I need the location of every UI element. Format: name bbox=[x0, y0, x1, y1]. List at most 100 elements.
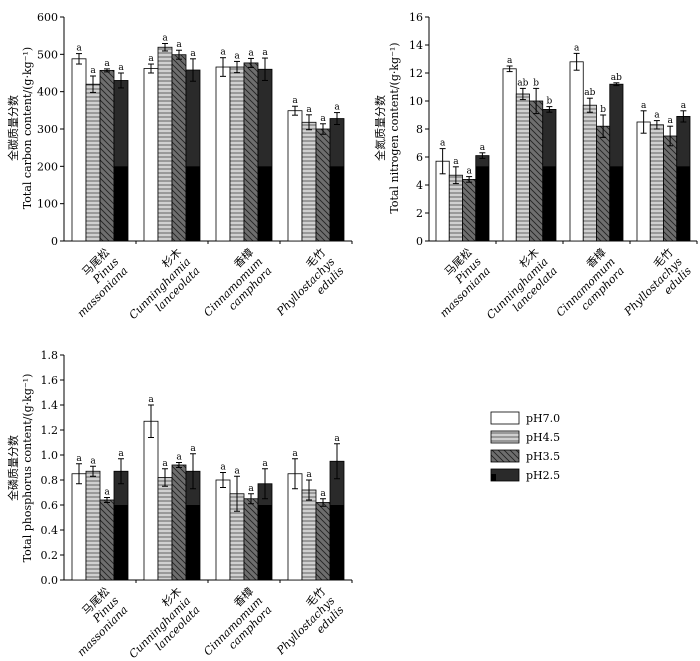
nitrogen-significance-label: b bbox=[546, 97, 552, 107]
nitrogen-ytick-label: 8 bbox=[416, 123, 423, 136]
nitrogen-significance-label: b bbox=[533, 78, 539, 88]
nitrogen-bar-ph45 bbox=[582, 104, 597, 242]
nitrogen-ytick-label: 12 bbox=[409, 67, 423, 80]
phosphorus-significance-label: a bbox=[190, 444, 196, 454]
nitrogen-ytick-label: 14 bbox=[409, 39, 423, 52]
phosphorus-significance-label: a bbox=[148, 395, 154, 405]
nitrogen-significance-label: a bbox=[466, 167, 472, 177]
carbon-significance-label: a bbox=[90, 66, 96, 76]
carbon-significance-label: a bbox=[306, 105, 312, 115]
legend: pH7.0 pH4.5 pH3.5 pH2.5 bbox=[490, 411, 560, 482]
nitrogen-significance-label: a bbox=[507, 56, 513, 66]
carbon-ytick-label: 0 bbox=[51, 235, 58, 248]
carbon-significance-label: a bbox=[334, 103, 340, 113]
carbon-bar-ph35 bbox=[243, 62, 259, 242]
carbon-significance-label: a bbox=[162, 34, 168, 44]
nitrogen-significance-label: ab bbox=[611, 73, 622, 83]
phosphorus-bar-ph35 bbox=[171, 464, 187, 581]
legend-swatch-ph25-block bbox=[491, 474, 496, 481]
carbon-bar-ph45 bbox=[157, 46, 173, 242]
phosphorus-significance-label: a bbox=[262, 459, 268, 469]
carbon-chart: 全碳质量分数 Total carbon content/(g·kg⁻¹) 0 10… bbox=[6, 11, 353, 322]
nitrogen-significance-label: a bbox=[667, 116, 673, 126]
phosphorus-significance-label: a bbox=[176, 453, 182, 463]
nitrogen-significance-label: b bbox=[600, 105, 606, 115]
phosphorus-ytick-label: 1.8 bbox=[41, 349, 59, 362]
legend-swatch-ph45 bbox=[490, 430, 520, 444]
carbon-bar-ph70 bbox=[215, 66, 231, 242]
phosphorus-bar-ph45 bbox=[301, 489, 317, 581]
phosphorus-significance-label: a bbox=[104, 488, 110, 498]
carbon-ytick-label: 500 bbox=[37, 48, 58, 61]
carbon-bar-ph35 bbox=[99, 69, 115, 242]
phosphorus-bar-ph70 bbox=[287, 473, 303, 581]
carbon-bar-ph70 bbox=[71, 58, 87, 242]
nitrogen-ylabel-cn: 全氮质量分数 bbox=[373, 95, 387, 161]
nitrogen-bar-ph70 bbox=[502, 68, 517, 242]
phosphorus-significance-label: a bbox=[118, 449, 124, 459]
legend-label-ph25: pH2.5 bbox=[526, 469, 560, 482]
carbon-ylabel-en: Total carbon content/(g·kg⁻¹) bbox=[21, 47, 34, 209]
phosphorus-bar-ph35 bbox=[99, 499, 115, 581]
legend-swatch-ph35 bbox=[490, 449, 520, 463]
nitrogen-significance-label: a bbox=[574, 43, 580, 53]
nitrogen-significance-label: ab bbox=[584, 88, 595, 98]
phosphorus-ytick-label: 1.6 bbox=[41, 374, 59, 387]
carbon-bar-ph25-base bbox=[186, 166, 200, 241]
nitrogen-significance-label: a bbox=[453, 157, 459, 167]
carbon-significance-label: a bbox=[118, 63, 124, 73]
phosphorus-bar-ph25-base bbox=[186, 505, 200, 580]
nitrogen-significance-label: a bbox=[480, 143, 486, 153]
legend-label-ph70: pH7.0 bbox=[526, 412, 560, 425]
nitrogen-ytick-label: 10 bbox=[409, 95, 423, 108]
phosphorus-bar-ph25-base bbox=[258, 505, 272, 580]
carbon-significance-label: a bbox=[76, 44, 82, 54]
phosphorus-ytick-label: 0.0 bbox=[41, 574, 59, 587]
phosphorus-significance-label: a bbox=[76, 454, 82, 464]
phosphorus-significance-label: a bbox=[234, 466, 240, 476]
nitrogen-ytick-label: 4 bbox=[416, 179, 423, 192]
nitrogen-significance-label: a bbox=[641, 101, 647, 111]
carbon-significance-label: a bbox=[248, 48, 254, 58]
phosphorus-significance-label: a bbox=[306, 470, 312, 480]
phosphorus-bar-ph70 bbox=[215, 479, 231, 581]
phosphorus-bar-ph45 bbox=[157, 477, 173, 581]
phosphorus-ytick-label: 1.0 bbox=[41, 449, 59, 462]
phosphorus-ytick-label: 0.8 bbox=[41, 474, 59, 487]
phosphorus-ytick-label: 0.4 bbox=[41, 524, 59, 537]
carbon-significance-label: a bbox=[190, 49, 196, 59]
phosphorus-ytick-label: 0.6 bbox=[41, 499, 59, 512]
nitrogen-chart: 全氮质量分数 Total nitrogen content/(g·kg⁻¹) 0… bbox=[373, 11, 698, 322]
nitrogen-bar-ph25-base bbox=[475, 166, 489, 241]
carbon-significance-label: a bbox=[292, 96, 298, 106]
nitrogen-significance-label: a bbox=[681, 101, 687, 111]
phosphorus-bar-ph35 bbox=[243, 498, 259, 581]
phosphorus-ytick-label: 1.2 bbox=[41, 424, 59, 437]
phosphorus-significance-label: a bbox=[248, 484, 254, 494]
carbon-bar-ph45 bbox=[85, 83, 101, 242]
carbon-bar-ph25-base bbox=[114, 166, 128, 241]
nitrogen-bar-ph45 bbox=[515, 93, 530, 242]
nitrogen-significance-label: a bbox=[440, 139, 446, 149]
carbon-significance-label: a bbox=[104, 59, 110, 69]
phosphorus-bar-ph70 bbox=[143, 420, 159, 581]
carbon-bar-ph35 bbox=[171, 54, 187, 242]
nitrogen-significance-label: a bbox=[654, 111, 660, 121]
phosphorus-significance-label: a bbox=[162, 459, 168, 469]
nitrogen-bar-ph35 bbox=[529, 100, 544, 242]
carbon-bar-ph45 bbox=[301, 121, 317, 242]
carbon-significance-label: a bbox=[320, 114, 326, 124]
carbon-significance-label: a bbox=[262, 48, 268, 58]
phosphorus-ytick-label: 1.4 bbox=[41, 399, 59, 412]
phosphorus-ylabel-cn: 全磷质量分数 bbox=[6, 435, 20, 501]
